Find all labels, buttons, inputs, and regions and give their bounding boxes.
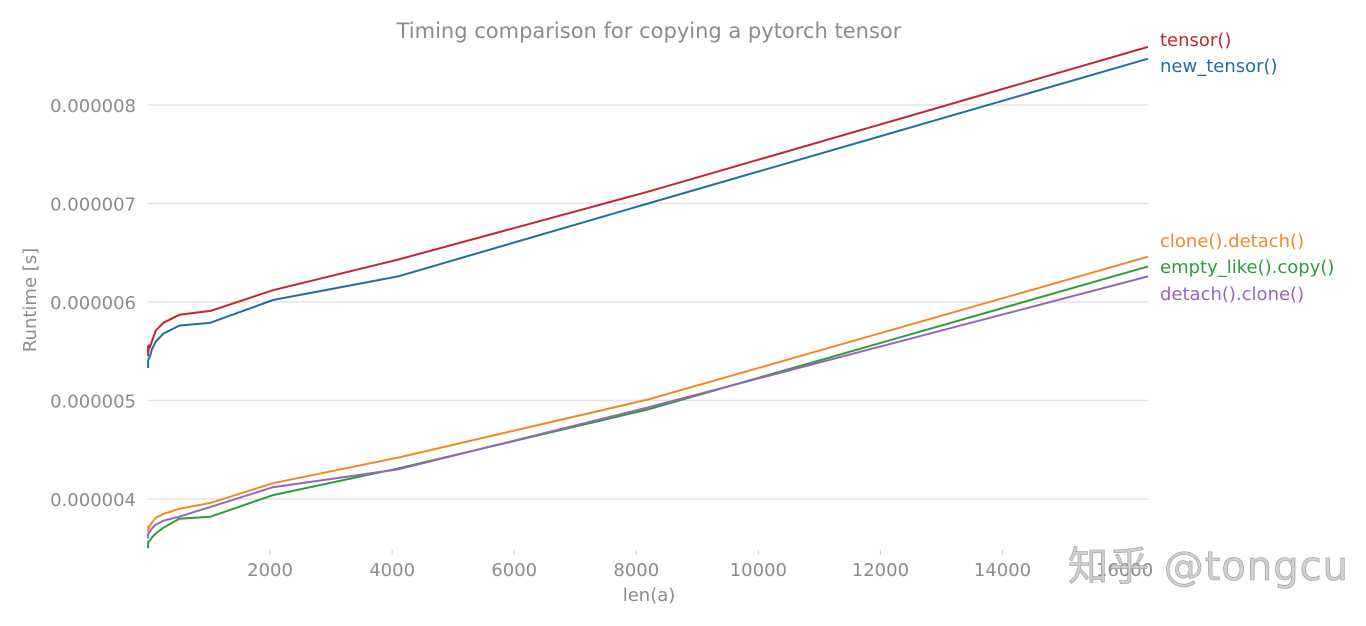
chart-title: Timing comparison for copying a pytorch … [396,19,902,43]
series-line [147,275,1149,539]
y-axis-label: Runtime [s] [20,248,41,352]
x-tick-label: 2000 [247,560,293,581]
y-tick-label: 0.000004 [50,490,136,511]
x-axis-label: len(a) [623,585,676,606]
series-line [147,255,1149,532]
y-tick-label: 0.000006 [50,293,136,314]
series-line [147,45,1149,357]
y-tick-label: 0.000008 [50,96,136,117]
legend: tensor() new_tensor() clone().detach() empt… [1160,30,1334,305]
y-tick-label: 0.000007 [50,195,136,216]
legend-label: empty_like().copy() [1160,257,1334,278]
x-tick-label: 8000 [613,560,659,581]
watermark: 知乎 @tongcu [1068,544,1349,590]
x-tick-label: 10000 [730,560,787,581]
legend-label: detach().clone() [1160,284,1304,305]
x-tick-label: 16000 [1096,560,1153,581]
x-tick-label: 6000 [491,560,537,581]
legend-label: new_tensor() [1160,56,1278,77]
legend-label: tensor() [1160,30,1231,51]
x-tick-label: 12000 [852,560,909,581]
x-tick-label: 4000 [369,560,415,581]
data-series [147,45,1149,549]
gridlines [148,104,1148,500]
x-tick-label: 14000 [974,560,1031,581]
x-axis-ticks: 2000 4000 6000 8000 10000 12000 14000 16000 [247,550,1153,581]
series-line [147,57,1149,368]
series-line [147,265,1149,549]
legend-label: clone().detach() [1160,231,1304,252]
y-axis-ticks: 0.000004 0.000005 0.000006 0.000007 0.000008 [50,96,136,511]
y-tick-label: 0.000005 [50,392,136,413]
